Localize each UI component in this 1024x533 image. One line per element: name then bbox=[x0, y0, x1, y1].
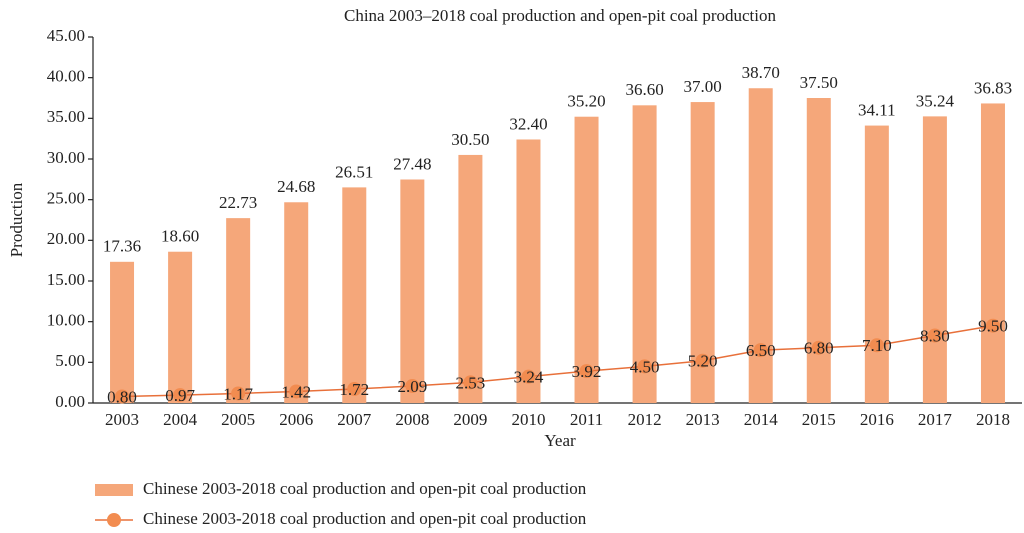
x-tick-label: 2013 bbox=[686, 410, 720, 429]
bar bbox=[458, 154, 483, 403]
bar bbox=[226, 218, 251, 403]
x-tick-label: 2007 bbox=[337, 410, 372, 429]
line-marker bbox=[753, 343, 768, 358]
line-value-label: 3.24 bbox=[514, 368, 544, 387]
line-value-label: 1.72 bbox=[339, 380, 369, 399]
y-tick-label: 35.00 bbox=[47, 107, 85, 126]
x-tick-label: 2011 bbox=[570, 410, 603, 429]
line-marker bbox=[231, 386, 246, 401]
x-tick-label: 2003 bbox=[105, 410, 139, 429]
bar bbox=[632, 105, 657, 403]
line-marker bbox=[463, 375, 478, 390]
bar bbox=[922, 116, 947, 403]
legend-label: Chinese 2003-2018 coal production and op… bbox=[143, 509, 587, 528]
y-tick-label: 5.00 bbox=[55, 351, 85, 370]
line-value-label: 4.50 bbox=[630, 357, 660, 376]
x-tick-label: 2006 bbox=[279, 410, 313, 429]
x-tick-label: 2004 bbox=[163, 410, 198, 429]
x-tick-label: 2016 bbox=[860, 410, 894, 429]
x-tick-label: 2012 bbox=[628, 410, 662, 429]
y-tick-label: 45.00 bbox=[47, 26, 85, 45]
x-tick-label: 2015 bbox=[802, 410, 836, 429]
line-marker bbox=[173, 388, 188, 403]
bar bbox=[284, 202, 309, 403]
line-value-label: 1.42 bbox=[281, 382, 311, 401]
bar bbox=[516, 139, 541, 404]
legend-marker bbox=[107, 513, 121, 527]
line-marker bbox=[289, 384, 304, 399]
bar bbox=[574, 116, 599, 403]
x-tick-label: 2010 bbox=[511, 410, 545, 429]
y-axis-label: Production bbox=[7, 182, 26, 257]
line-marker bbox=[347, 382, 362, 397]
line-value-label: 2.53 bbox=[456, 373, 486, 392]
x-axis-label: Year bbox=[544, 431, 576, 450]
line-marker bbox=[405, 379, 420, 394]
line bbox=[122, 324, 994, 398]
y-tick-label: 0.00 bbox=[55, 392, 85, 411]
line-value-label: 6.50 bbox=[746, 341, 776, 360]
bar bbox=[690, 102, 715, 404]
bar-value-label: 24.68 bbox=[277, 177, 315, 196]
line-value-label: 5.20 bbox=[688, 352, 718, 371]
line-marker bbox=[927, 328, 942, 343]
bar bbox=[400, 179, 425, 403]
bar-value-label: 38.70 bbox=[742, 63, 780, 82]
bar-value-label: 35.24 bbox=[916, 91, 955, 110]
bar-value-label: 36.83 bbox=[974, 78, 1012, 97]
line-value-label: 3.92 bbox=[572, 362, 602, 381]
bar bbox=[864, 125, 889, 404]
x-tick-label: 2018 bbox=[976, 410, 1010, 429]
bar-value-label: 37.00 bbox=[684, 77, 722, 96]
line-value-label: 0.80 bbox=[107, 387, 137, 406]
line-marker bbox=[869, 338, 884, 353]
line-value-label: 2.09 bbox=[397, 377, 427, 396]
line-marker bbox=[115, 389, 130, 404]
line-value-label: 6.80 bbox=[804, 339, 834, 358]
bar-value-label: 34.11 bbox=[858, 100, 896, 119]
bar bbox=[168, 251, 193, 403]
x-tick-label: 2008 bbox=[395, 410, 429, 429]
bar-value-label: 35.20 bbox=[567, 92, 605, 111]
bar-value-label: 32.40 bbox=[509, 114, 547, 133]
bar bbox=[342, 187, 367, 403]
line-value-label: 9.50 bbox=[978, 317, 1008, 336]
line-marker bbox=[521, 369, 536, 384]
bar-value-label: 17.36 bbox=[103, 237, 141, 256]
bar-value-label: 37.50 bbox=[800, 73, 838, 92]
y-tick-label: 40.00 bbox=[47, 67, 85, 86]
chart-title: China 2003–2018 coal production and open… bbox=[344, 6, 776, 25]
y-tick-label: 10.00 bbox=[47, 311, 85, 330]
line-value-label: 0.97 bbox=[165, 386, 195, 405]
bar-value-label: 27.48 bbox=[393, 154, 431, 173]
x-tick-label: 2009 bbox=[453, 410, 487, 429]
x-tick-label: 2005 bbox=[221, 410, 255, 429]
legend-label: Chinese 2003-2018 coal production and op… bbox=[143, 479, 587, 498]
line-value-label: 1.17 bbox=[223, 384, 253, 403]
bar-value-label: 36.60 bbox=[625, 80, 663, 99]
bar bbox=[110, 261, 135, 403]
line-value-label: 7.10 bbox=[862, 336, 892, 355]
y-tick-label: 25.00 bbox=[47, 189, 85, 208]
bar-value-label: 22.73 bbox=[219, 193, 257, 212]
bar-value-label: 30.50 bbox=[451, 130, 489, 149]
line-marker bbox=[637, 359, 652, 374]
bar-value-label: 26.51 bbox=[335, 162, 373, 181]
y-tick-label: 30.00 bbox=[47, 148, 85, 167]
legend-swatch bbox=[95, 484, 133, 496]
line-marker bbox=[985, 318, 1000, 333]
line-marker bbox=[695, 353, 710, 368]
bar bbox=[980, 103, 1005, 403]
line-marker bbox=[579, 364, 594, 379]
x-tick-label: 2014 bbox=[744, 410, 779, 429]
line-value-label: 8.30 bbox=[920, 326, 950, 345]
y-tick-label: 15.00 bbox=[47, 270, 85, 289]
line-marker bbox=[811, 340, 826, 355]
x-tick-label: 2017 bbox=[918, 410, 953, 429]
y-tick-label: 20.00 bbox=[47, 229, 85, 248]
bar-value-label: 18.60 bbox=[161, 227, 199, 246]
